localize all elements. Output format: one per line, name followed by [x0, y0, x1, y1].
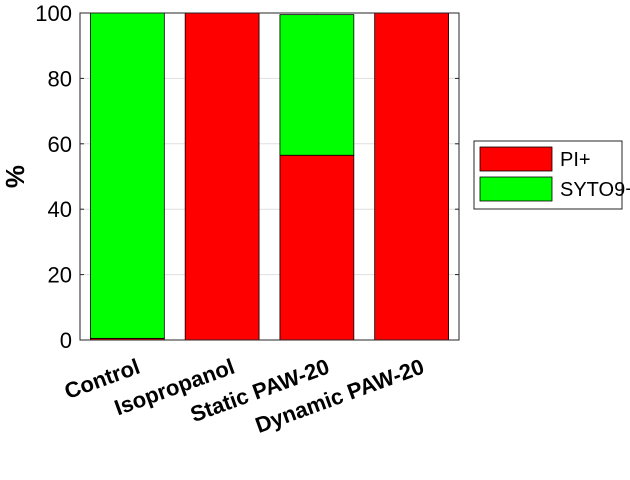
legend-label-syto9: SYTO9+	[560, 179, 630, 201]
plot-frame	[79, 12, 460, 341]
bar-segment	[90, 12, 165, 339]
bars	[90, 12, 449, 341]
y-axis-ticks: 0 20 40 60 80 100	[35, 1, 459, 353]
legend-swatch-syto9	[479, 176, 553, 202]
y-tick-label: 20	[48, 263, 72, 288]
legend: PI+ SYTO9+	[473, 140, 630, 210]
legend-label-pi: PI+	[560, 149, 591, 171]
y-tick-label: 100	[35, 1, 72, 26]
y-tick-label: 60	[48, 132, 72, 157]
y-axis-label: %	[0, 165, 30, 188]
y-tick-label: 0	[60, 328, 72, 353]
bar-segment	[374, 12, 449, 341]
y-tick-label: 80	[48, 66, 72, 91]
bar-segment	[279, 154, 355, 341]
y-tick-label: 40	[48, 197, 72, 222]
bar-segment	[184, 12, 260, 341]
legend-swatch-pi	[479, 146, 553, 172]
bar-segment	[279, 14, 355, 156]
